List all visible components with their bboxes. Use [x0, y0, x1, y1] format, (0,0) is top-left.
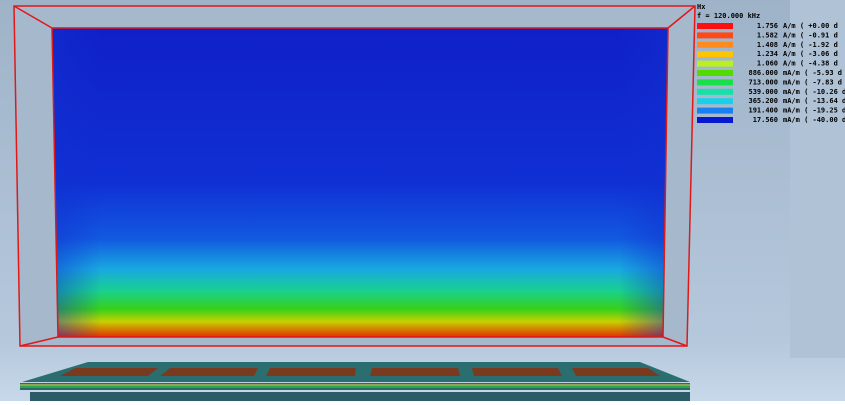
- legend-unit: mA/m ( -5.93 d: [783, 69, 842, 77]
- legend-value: 1.582: [757, 31, 778, 39]
- legend: Hx f = 120.000 kHz 1.756 A/m ( +0.00 d 1.5…: [697, 3, 845, 124]
- legend-swatch: [697, 117, 733, 123]
- legend-swatch: [697, 79, 733, 86]
- legend-unit: mA/m ( -19.25 d: [783, 107, 845, 115]
- legend-value: 17.560: [753, 116, 778, 124]
- legend-value: 1.060: [757, 60, 778, 68]
- legend-value: 1.756: [757, 22, 778, 30]
- legend-swatch: [697, 88, 733, 95]
- legend-value: 886.000: [748, 69, 778, 77]
- legend-unit: A/m ( -0.91 d: [783, 31, 838, 39]
- legend-value: 713.000: [748, 78, 778, 86]
- legend-swatch: [697, 107, 733, 114]
- legend-unit: A/m ( +0.00 d: [783, 22, 838, 30]
- legend-value: 1.408: [757, 41, 778, 49]
- legend-unit: A/m ( -3.06 d: [783, 50, 838, 58]
- legend-title: Hx: [697, 3, 706, 11]
- legend-value: 365.200: [748, 97, 778, 105]
- legend-unit: mA/m ( -40.00 d: [783, 116, 845, 124]
- bounding-box: [13, 5, 696, 347]
- legend-value: 191.400: [748, 107, 778, 115]
- legend-swatch: [697, 60, 733, 67]
- legend-swatch: [697, 23, 733, 29]
- board: [20, 362, 690, 401]
- field-edge: [52, 28, 668, 337]
- legend-value: 539.000: [748, 88, 778, 96]
- legend-swatch: [697, 51, 733, 58]
- legend-value: 1.234: [757, 50, 778, 58]
- side-wall: [790, 0, 845, 358]
- legend-swatch: [697, 32, 733, 39]
- legend-swatch: [697, 70, 733, 76]
- legend-unit: mA/m ( -13.64 d: [783, 97, 845, 105]
- legend-swatch: [697, 98, 733, 105]
- legend-frequency: f = 120.000 kHz: [697, 12, 760, 20]
- legend-unit: mA/m ( -7.83 d: [783, 78, 842, 86]
- legend-unit: A/m ( -4.38 d: [783, 60, 838, 68]
- legend-unit: A/m ( -1.92 d: [783, 41, 838, 49]
- legend-unit: mA/m ( -10.26 d: [783, 88, 845, 96]
- legend-swatch: [697, 41, 733, 48]
